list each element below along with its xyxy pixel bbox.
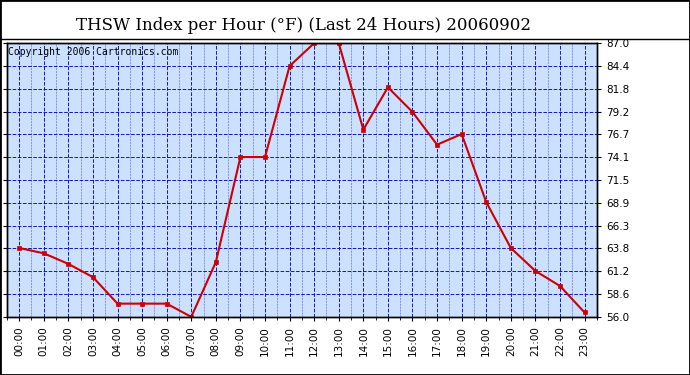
- Text: THSW Index per Hour (°F) (Last 24 Hours) 20060902: THSW Index per Hour (°F) (Last 24 Hours)…: [76, 17, 531, 34]
- Text: Copyright 2006 Cartronics.com: Copyright 2006 Cartronics.com: [8, 47, 179, 57]
